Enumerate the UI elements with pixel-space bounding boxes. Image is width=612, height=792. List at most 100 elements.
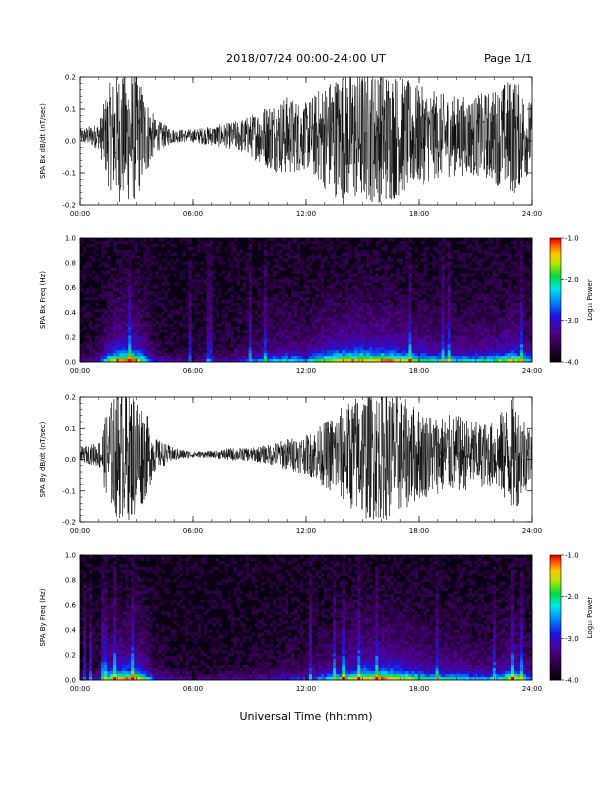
heatmap-cell: [299, 305, 304, 310]
heatmap-cell: [89, 581, 93, 586]
heatmap-cell: [86, 611, 90, 615]
heatmap-cell: [83, 341, 87, 345]
heatmap-cell: [302, 276, 307, 280]
heatmap-cell: [369, 323, 373, 327]
heatmap-cell: [468, 332, 473, 336]
heatmap-cell: [519, 323, 524, 327]
heatmap-cell: [480, 338, 485, 342]
heatmap-cell: [170, 243, 174, 248]
heatmap-cell: [233, 264, 237, 268]
heatmap-cell: [248, 305, 253, 310]
heatmap-cell: [281, 308, 286, 313]
heatmap-cell: [414, 249, 418, 254]
heatmap-cell: [501, 332, 506, 336]
heatmap-cell: [134, 317, 138, 321]
heatmap-cell: [510, 270, 515, 274]
heatmap-cell: [203, 326, 207, 330]
heatmap-cell: [128, 285, 132, 289]
heatmap-cell: [302, 344, 307, 348]
heatmap-cell: [86, 674, 90, 678]
heatmap-cell: [113, 326, 117, 330]
heatmap-cell: [450, 270, 454, 274]
heatmap-cell: [339, 329, 343, 333]
heatmap-cell: [429, 279, 433, 283]
heatmap-cell: [342, 320, 346, 324]
heatmap-cell: [375, 243, 379, 248]
heatmap-cell: [420, 317, 424, 321]
heatmap-cell: [95, 302, 99, 307]
heatmap-cell: [411, 350, 415, 354]
heatmap-cell: [206, 350, 210, 354]
heatmap-cell: [378, 341, 382, 345]
heatmap-cell: [345, 302, 349, 307]
heatmap-cell: [227, 238, 231, 242]
heatmap-cell: [507, 335, 512, 339]
heatmap-cell: [83, 264, 87, 268]
heatmap-cell: [435, 341, 439, 345]
heatmap-cell: [230, 326, 234, 330]
heatmap-cell: [405, 332, 409, 336]
heatmap-cell: [423, 249, 427, 254]
heatmap-cell: [281, 332, 286, 336]
heatmap-cell: [254, 344, 259, 348]
heatmap-cell: [275, 338, 280, 342]
heatmap-cell: [131, 356, 135, 360]
heatmap-cell: [212, 335, 216, 339]
heatmap-cell: [492, 332, 497, 336]
heatmap-cell: [318, 323, 322, 327]
heatmap-cell: [113, 294, 117, 298]
heatmap-cell: [471, 308, 476, 313]
heatmap-cell: [399, 353, 403, 357]
heatmap-cell: [284, 252, 289, 257]
heatmap-cell: [83, 555, 87, 559]
heatmap-cell: [417, 329, 421, 333]
heatmap-cell: [230, 344, 234, 348]
heatmap-cell: [281, 323, 286, 327]
heatmap-cell: [137, 305, 141, 310]
heatmap-cell: [408, 341, 412, 345]
heatmap-cell: [513, 347, 518, 351]
heatmap-cell: [89, 255, 93, 259]
heatmap-cell: [402, 276, 406, 280]
heatmap-cell: [161, 288, 165, 292]
heatmap-cell: [498, 320, 503, 324]
heatmap-cell: [345, 353, 349, 357]
heatmap-cell: [510, 320, 515, 324]
heatmap-cell: [483, 252, 488, 257]
heatmap-cell: [206, 267, 210, 271]
heatmap-cell: [339, 305, 343, 310]
heatmap-cell: [122, 356, 126, 360]
heatmap-cell: [480, 302, 485, 307]
heatmap-cell: [399, 335, 403, 339]
y-tick-label: 0.1: [65, 425, 76, 433]
heatmap-cell: [456, 291, 460, 295]
heatmap-cell: [483, 332, 488, 336]
heatmap-cell: [474, 240, 479, 245]
heatmap-cell: [290, 335, 295, 339]
heatmap-cell: [92, 291, 96, 295]
heatmap-cell: [447, 261, 451, 265]
heatmap-cell: [333, 353, 337, 357]
heatmap-cell: [426, 341, 430, 345]
heatmap-cell: [411, 338, 415, 342]
heatmap-cell: [152, 276, 156, 280]
heatmap-cell: [351, 273, 355, 277]
heatmap-cell: [423, 270, 427, 274]
heatmap-cell: [465, 341, 470, 345]
heatmap-cell: [137, 338, 141, 342]
heatmap-cell: [137, 270, 141, 274]
x-tick-label: 18:00: [409, 367, 429, 375]
heatmap-cell: [519, 267, 524, 271]
heatmap-cell: [164, 305, 168, 310]
heatmap-cell: [128, 353, 132, 357]
heatmap-cell: [447, 329, 451, 333]
heatmap-cell: [281, 291, 286, 295]
heatmap-cell: [113, 285, 117, 289]
heatmap-cell: [510, 267, 515, 271]
heatmap-cell: [516, 238, 521, 242]
heatmap-cell: [357, 317, 361, 321]
heatmap-cell: [101, 294, 105, 298]
heatmap-cell: [516, 302, 521, 307]
heatmap-cell: [459, 291, 463, 295]
heatmap-cell: [104, 323, 108, 327]
